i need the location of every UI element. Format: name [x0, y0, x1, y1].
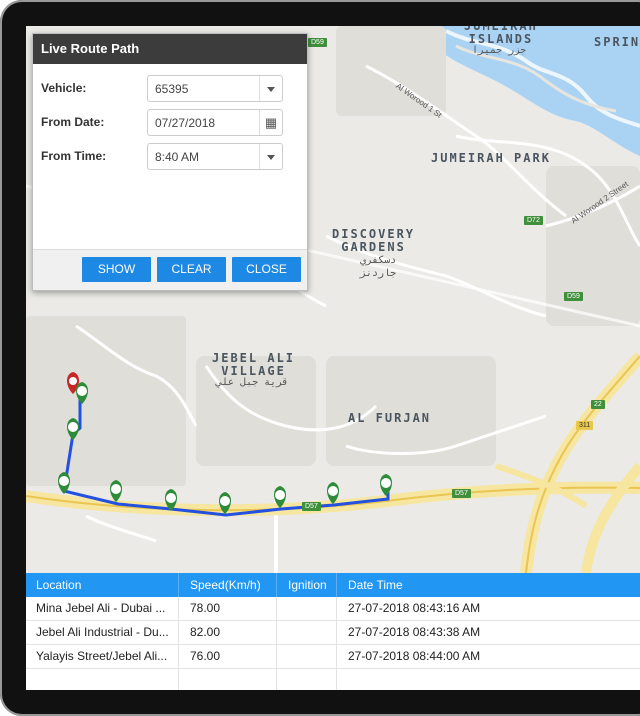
table-row[interactable]: Yalayis Street/Jebel Ali... 76.00 27-07-… [26, 645, 640, 669]
route-history-table: Location Speed(Km/h) Ignition Date Time … [26, 573, 640, 690]
from-time-select[interactable]: 8:40 AM [147, 143, 283, 170]
road-shield: 311 [576, 421, 594, 430]
road-shield: D59 [308, 38, 327, 47]
header-datetime[interactable]: Date Time [348, 578, 403, 592]
road-shield: D57 [452, 489, 471, 498]
live-route-dialog: Live Route Path Vehicle: 65395 From Date… [32, 33, 308, 291]
calendar-icon[interactable]: ▦ [259, 110, 282, 135]
cell-location: Mina Jebel Ali - Dubai ... [36, 601, 166, 615]
place-jebel-ali-village-ar: قرية جبل علي [216, 377, 289, 388]
dialog-button-bar: SHOW CLEAR CLOSE [33, 249, 307, 290]
cell-datetime: 27-07-2018 08:43:38 AM [348, 625, 481, 639]
column-divider [276, 597, 277, 690]
chevron-down-icon[interactable] [259, 76, 282, 101]
vehicle-select[interactable]: 65395 [147, 75, 283, 102]
route-markers [58, 372, 392, 514]
column-divider [178, 597, 179, 690]
close-button[interactable]: CLOSE [232, 257, 301, 282]
clear-button[interactable]: CLEAR [157, 257, 226, 282]
table-row[interactable]: Mina Jebel Ali - Dubai ... 78.00 27-07-2… [26, 597, 640, 621]
cell-speed: 78.00 [190, 601, 221, 615]
road-shield: D72 [524, 216, 543, 225]
from-time-label: From Time: [41, 149, 107, 163]
show-button[interactable]: SHOW [82, 257, 151, 282]
place-spring: SPRIN [594, 35, 640, 49]
vehicle-label: Vehicle: [41, 81, 87, 95]
from-time-value: 8:40 AM [155, 150, 200, 164]
place-jumeirah-islands: JUMEIRAH ISLANDS [464, 26, 538, 46]
dialog-title: Live Route Path [33, 34, 307, 64]
chevron-down-icon[interactable] [259, 144, 282, 169]
place-jumeirah-islands-ar: جزر جميرا [472, 45, 527, 56]
road-shield: D57 [302, 502, 321, 511]
place-discovery-gardens: DISCOVERY GARDENS [332, 227, 416, 254]
header-location[interactable]: Location [26, 573, 179, 597]
from-date-input[interactable]: 07/27/2018 ▦ [147, 109, 283, 136]
place-jebel-ali-village: JEBEL ALI VILLAGE [212, 351, 296, 378]
header-ignition[interactable]: Ignition [276, 573, 337, 597]
header-speed[interactable]: Speed(Km/h) [178, 573, 277, 597]
vehicle-value: 65395 [155, 82, 189, 96]
from-date-value: 07/27/2018 [155, 116, 216, 130]
road-shield: 22 [591, 400, 605, 409]
road-shield: D59 [564, 292, 583, 301]
place-jumeirah-park: JUMEIRAH PARK [431, 151, 551, 165]
map-canvas [26, 26, 640, 573]
cell-speed: 82.00 [190, 625, 221, 639]
place-discovery-gardens-ar: دسكفري جاردنز [360, 255, 397, 279]
cell-datetime: 27-07-2018 08:43:16 AM [348, 601, 481, 615]
from-date-label: From Date: [41, 115, 105, 129]
cell-location: Yalayis Street/Jebel Ali... [36, 649, 168, 663]
cell-speed: 76.00 [190, 649, 221, 663]
column-divider [336, 597, 337, 690]
map-view[interactable]: JUMEIRAH ISLANDS جزر جميرا SPRIN JUMEIRA… [26, 26, 640, 573]
cell-location: Jebel Ali Industrial - Du... [36, 625, 169, 639]
cell-datetime: 27-07-2018 08:44:00 AM [348, 649, 481, 663]
place-al-furjan: AL FURJAN [348, 411, 432, 425]
table-row[interactable]: Jebel Ali Industrial - Du... 82.00 27-07… [26, 621, 640, 645]
app-screen: JUMEIRAH ISLANDS جزر جميرا SPRIN JUMEIRA… [26, 26, 640, 690]
table-header: Location Speed(Km/h) Ignition Date Time [26, 573, 640, 597]
